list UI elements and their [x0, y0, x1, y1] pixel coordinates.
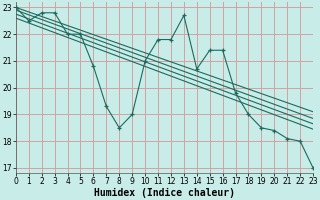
X-axis label: Humidex (Indice chaleur): Humidex (Indice chaleur): [94, 188, 235, 198]
